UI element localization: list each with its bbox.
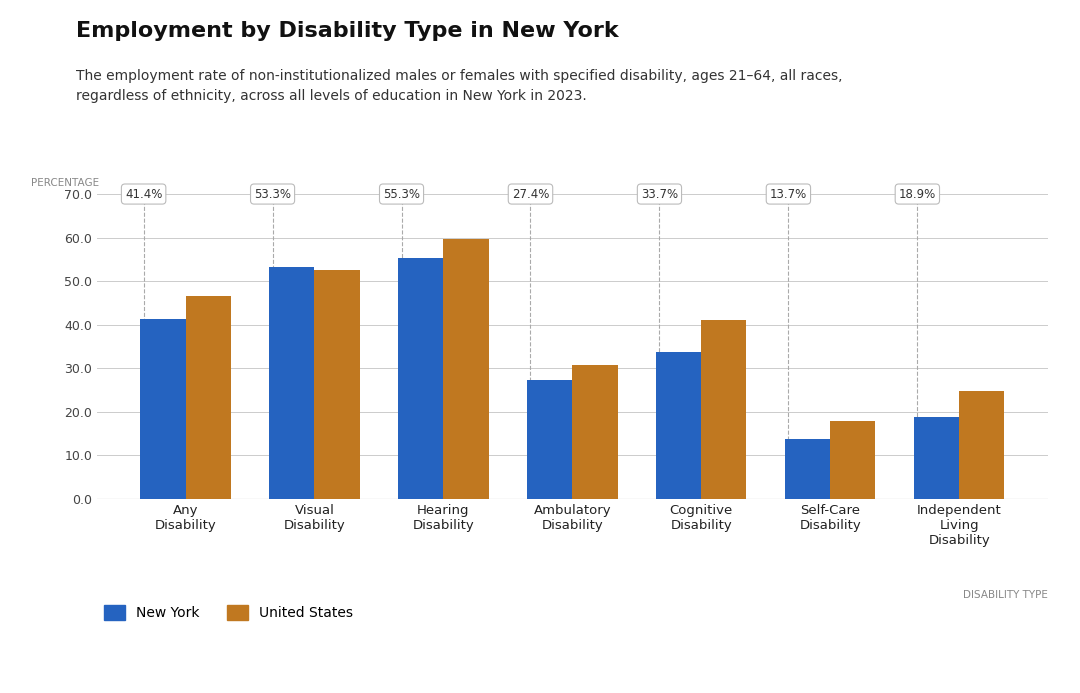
Bar xyxy=(527,380,572,499)
Text: 18.9%: 18.9% xyxy=(899,188,936,200)
Bar xyxy=(831,421,876,499)
Bar xyxy=(914,416,959,499)
Text: 27.4%: 27.4% xyxy=(512,188,549,200)
Text: 53.3%: 53.3% xyxy=(254,188,292,200)
Text: 55.3%: 55.3% xyxy=(383,188,420,200)
Bar xyxy=(399,258,444,499)
Text: The employment rate of non-institutionalized males or females with specified dis: The employment rate of non-institutional… xyxy=(76,69,842,103)
Bar xyxy=(701,320,746,499)
Bar xyxy=(572,365,618,499)
Text: DISABILITY TYPE: DISABILITY TYPE xyxy=(962,590,1048,600)
Text: 33.7%: 33.7% xyxy=(640,188,678,200)
Bar xyxy=(959,391,1004,499)
Bar xyxy=(444,239,488,499)
Bar xyxy=(269,267,314,499)
Bar xyxy=(785,439,831,499)
Bar xyxy=(140,319,186,499)
Bar xyxy=(314,270,360,499)
Bar xyxy=(657,352,701,499)
Text: 41.4%: 41.4% xyxy=(125,188,162,200)
Legend: New York, United States: New York, United States xyxy=(104,605,353,620)
Bar xyxy=(186,295,231,499)
Text: Employment by Disability Type in New York: Employment by Disability Type in New Yor… xyxy=(76,21,618,41)
Text: 13.7%: 13.7% xyxy=(770,188,807,200)
Text: PERCENTAGE: PERCENTAGE xyxy=(30,178,98,188)
